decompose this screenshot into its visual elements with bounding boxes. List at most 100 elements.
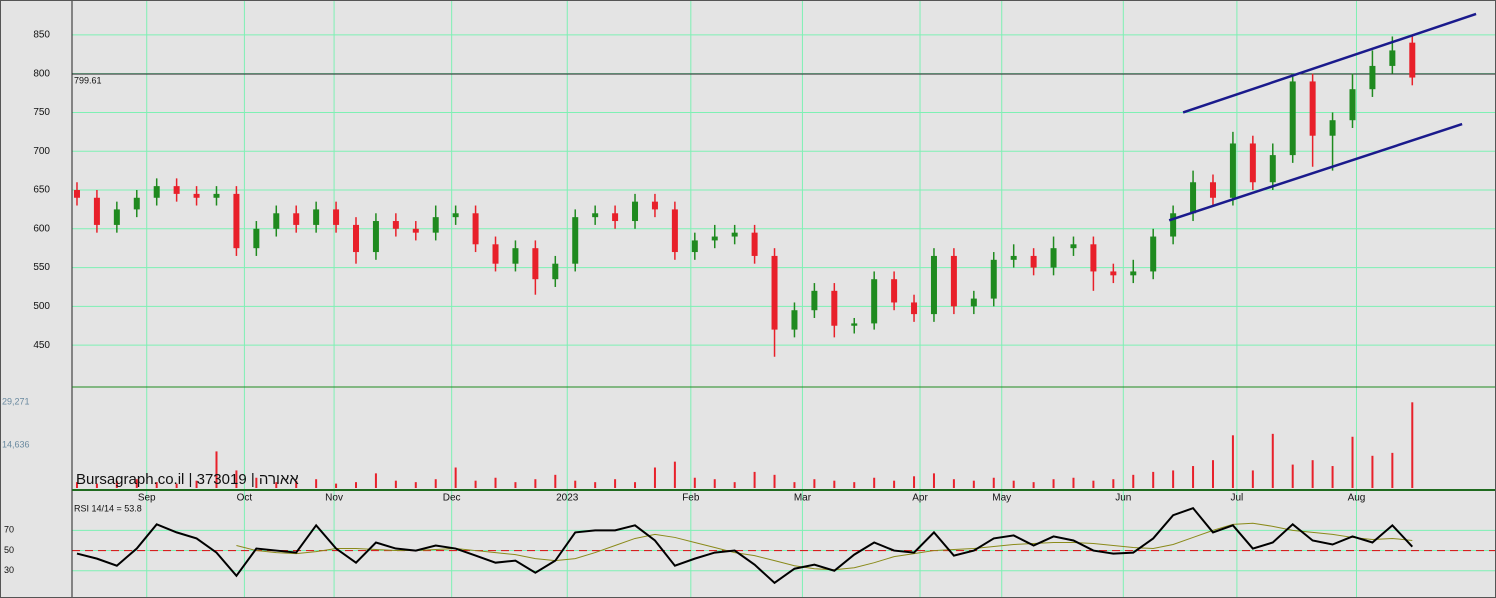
volume-bar bbox=[1271, 433, 1274, 488]
candle-body bbox=[691, 240, 698, 253]
candle-body bbox=[1289, 81, 1296, 156]
candle-body bbox=[113, 209, 120, 225]
candle-body bbox=[1209, 182, 1216, 198]
candle-body bbox=[512, 248, 519, 264]
y-tick-label: 450 bbox=[33, 340, 50, 351]
candle-body bbox=[213, 193, 220, 198]
x-tick-label: Oct bbox=[237, 493, 253, 504]
volume-bar bbox=[195, 480, 198, 488]
candle-body bbox=[253, 228, 260, 249]
x-tick-label: Jun bbox=[1115, 493, 1131, 504]
volume-bar bbox=[713, 479, 716, 488]
volume-bar bbox=[773, 474, 776, 488]
trend-line bbox=[1182, 12, 1477, 114]
volume-bar bbox=[1112, 479, 1115, 488]
volume-bar bbox=[952, 479, 955, 488]
watermark: Bursagraph.co.il | 373019 | אאורה bbox=[76, 471, 299, 488]
volume-bar bbox=[972, 480, 975, 488]
candle-body bbox=[1269, 155, 1276, 183]
candle-body bbox=[552, 263, 559, 280]
volume-bar bbox=[594, 482, 597, 488]
candle-body bbox=[233, 193, 240, 249]
candle-body bbox=[592, 213, 599, 218]
volume-bar bbox=[1391, 452, 1394, 488]
x-tick-label: 2023 bbox=[556, 493, 579, 504]
volume-bar bbox=[853, 482, 856, 488]
candle-body bbox=[791, 310, 798, 330]
candle-body bbox=[1150, 236, 1157, 272]
volume-bar bbox=[155, 482, 158, 488]
candle-body bbox=[333, 209, 340, 225]
y-tick-label: 70 bbox=[4, 525, 14, 535]
volume-bar bbox=[414, 482, 417, 488]
candle-body bbox=[313, 209, 320, 225]
candle-body bbox=[1229, 143, 1236, 198]
volume-bar bbox=[653, 467, 656, 488]
volume-bar bbox=[913, 476, 916, 488]
candle-body bbox=[452, 213, 459, 218]
candle-body bbox=[372, 221, 379, 253]
marks-layer: Sep Oct Nov Dec 2023 Feb Mar Apr May Jun Jul Aug 450… bbox=[2, 12, 1496, 585]
candle-body bbox=[811, 290, 818, 311]
candle-body bbox=[751, 232, 758, 256]
candle-body bbox=[711, 236, 718, 241]
y-tick-label: 50 bbox=[4, 545, 14, 555]
x-tick-label: Apr bbox=[912, 493, 928, 504]
candle-body bbox=[432, 217, 439, 233]
volume-bar bbox=[434, 479, 437, 488]
x-tick-label: Dec bbox=[443, 493, 461, 504]
volume-bar bbox=[1351, 436, 1354, 488]
volume-bar bbox=[1172, 470, 1175, 488]
candle-body bbox=[1190, 182, 1197, 214]
rsi-ma-line bbox=[236, 522, 1413, 571]
y-tick-label: 30 bbox=[4, 565, 14, 575]
candle-body bbox=[173, 186, 180, 194]
candle-body bbox=[73, 190, 80, 198]
y-tick-label: 14,636 bbox=[2, 440, 30, 450]
volume-bar bbox=[574, 480, 577, 488]
candle-body bbox=[193, 193, 200, 198]
volume-bar bbox=[1411, 402, 1414, 488]
volume-bar bbox=[514, 482, 517, 488]
volume-bar bbox=[255, 477, 258, 488]
volume-bar bbox=[1192, 466, 1195, 488]
volume-bar bbox=[115, 480, 118, 488]
candle-body bbox=[472, 213, 479, 245]
candle-body bbox=[911, 302, 918, 315]
candle-body bbox=[632, 201, 639, 222]
volume-bar bbox=[1231, 435, 1234, 488]
volume-bar bbox=[335, 483, 338, 488]
price-line-label: 799.61 bbox=[74, 75, 102, 85]
volume-bar bbox=[175, 483, 178, 488]
candle-body bbox=[1369, 65, 1376, 90]
volume-bar bbox=[275, 482, 278, 488]
rsi-label: RSI 14/14 = 53.8 bbox=[74, 503, 142, 513]
candle-body bbox=[990, 259, 997, 299]
candle-body bbox=[771, 255, 778, 330]
volume-bar bbox=[1052, 479, 1055, 488]
volume-bar bbox=[893, 480, 896, 488]
volume-bar bbox=[135, 479, 138, 488]
y-tick-label: 600 bbox=[33, 223, 50, 234]
volume-bar bbox=[793, 482, 796, 488]
candle-body bbox=[871, 279, 878, 324]
x-tick-label: Aug bbox=[1348, 493, 1366, 504]
candle-body bbox=[612, 213, 619, 222]
volume-bar bbox=[95, 483, 98, 488]
candle-body bbox=[293, 213, 300, 225]
volume-bar bbox=[673, 461, 676, 488]
candle-body bbox=[1010, 255, 1017, 260]
y-tick-label: 29,271 bbox=[2, 397, 30, 407]
x-tick-label: Jul bbox=[1231, 493, 1244, 504]
volume-bar bbox=[1331, 466, 1334, 488]
candle-body bbox=[1349, 89, 1356, 121]
volume-bar bbox=[394, 480, 397, 488]
candle-body bbox=[572, 217, 579, 264]
candle-body bbox=[532, 248, 539, 280]
candle-body bbox=[392, 221, 399, 229]
volume-bar bbox=[1032, 482, 1035, 488]
x-tick-label: Sep bbox=[138, 493, 156, 504]
volume-bar bbox=[474, 480, 477, 488]
